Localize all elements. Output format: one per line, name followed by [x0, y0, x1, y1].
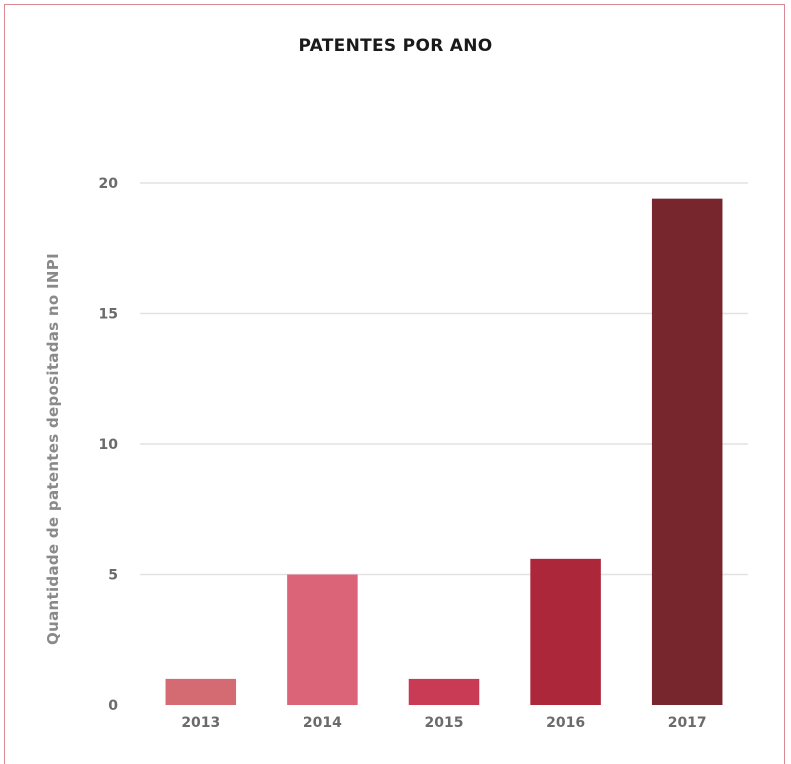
y-tick-labels: 0 5 10 15 20: [99, 176, 119, 714]
y-tick-label: 10: [99, 437, 119, 453]
gridlines: [140, 182, 748, 576]
bar-2016: [530, 558, 601, 705]
y-tick-label: 20: [99, 176, 119, 192]
chart-title: PATENTES POR ANO: [298, 36, 493, 56]
bar-2017: [651, 198, 723, 705]
y-tick-label: 0: [108, 698, 118, 714]
x-tick-label: 2013: [181, 715, 220, 731]
y-tick-label: 5: [108, 568, 118, 584]
y-tick-label: 15: [99, 307, 118, 323]
y-axis-label: Quantidade de patentes depositadas no IN…: [44, 253, 62, 645]
bar-2015: [408, 678, 480, 705]
x-tick-labels: 2013 2014 2015 2016 2017: [181, 715, 706, 731]
bar-2014: [287, 574, 358, 705]
bars: [165, 198, 723, 705]
bar-2013: [165, 678, 237, 705]
x-tick-label: 2015: [425, 715, 464, 731]
x-tick-label: 2016: [546, 715, 585, 731]
x-tick-label: 2017: [668, 715, 707, 731]
x-tick-label: 2014: [303, 715, 342, 731]
